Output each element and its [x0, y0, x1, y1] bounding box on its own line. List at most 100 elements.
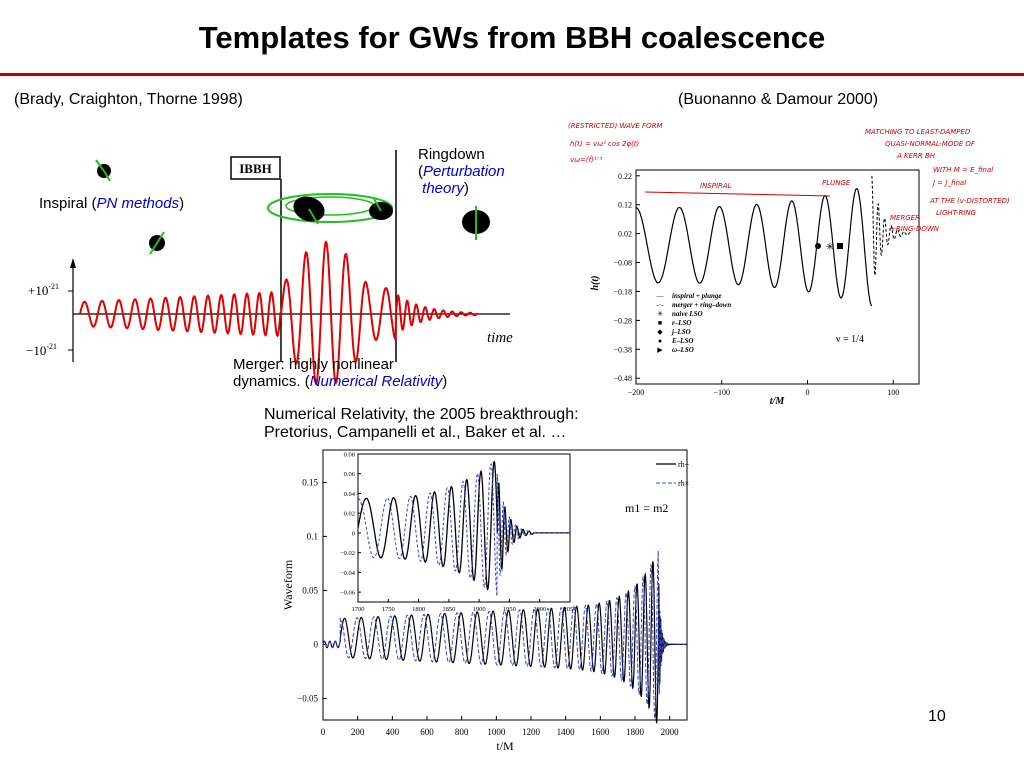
svg-text:MATCHING TO LEAST-DAMPED: MATCHING TO LEAST-DAMPED — [865, 128, 971, 136]
nr-x-tick-label: 600 — [420, 727, 434, 737]
mass-ratio-annotation: m1 = m2 — [625, 501, 668, 515]
svg-text:QUASI-NORMAL-MODE OF: QUASI-NORMAL-MODE OF — [885, 140, 976, 148]
x-axis-label: time — [487, 330, 513, 346]
eob-x-tick-label: 0 — [806, 388, 810, 397]
series-rh-cross — [322, 550, 688, 719]
nr-breakthrough-text: Numerical Relativity, the 2005 breakthro… — [264, 406, 579, 441]
eob-y-tick-label: −0.28 — [613, 316, 632, 325]
y-axis-arrow — [70, 258, 76, 268]
eob-legend-label: j–LSO — [671, 328, 691, 336]
inset-x-tick-label: 1900 — [473, 606, 486, 613]
inset-x-ticks: 1700 1750 1800 1850 1900 1950 2000 2050 — [352, 599, 577, 613]
eob-y-tick-label: 0.22 — [618, 172, 632, 181]
lso-marker-e — [815, 243, 821, 249]
merger-label: Merger: highly nonlinear dynamics. (Nume… — [233, 356, 448, 390]
svg-text:PLUNGE: PLUNGE — [822, 179, 851, 187]
left-citation: (Brady, Craighton, Thorne 1998) — [14, 91, 243, 108]
black-hole-ringdown — [462, 206, 490, 240]
legend-label-rh-cross: rh× — [678, 479, 689, 488]
nr-y-ticks: −0.05 0 0.05 0.1 0.15 — [297, 477, 327, 703]
nr-x-tick-label: 400 — [386, 727, 400, 737]
eob-legend-label: E–LSO — [671, 337, 693, 345]
title-divider — [0, 73, 1024, 76]
black-hole-merger-pair — [267, 193, 393, 225]
eob-waveform-figure: 0.22 0.12 0.02 −0.08 −0.18 −0.28 −0.38 −0.48 −2… — [568, 122, 1010, 407]
bbh-schematic-figure: IBBH +10-21 −10-21 time — [26, 150, 513, 386]
eob-y-tick-label: 0.12 — [618, 201, 632, 210]
ibbh-label: IBBH — [239, 161, 272, 176]
legend-label-rh-plus: rh+ — [678, 460, 690, 469]
inset-y-ticks: 0.08 0.06 0.04 0.02 0 −0.02 −0.04 −0.06 — [340, 452, 361, 597]
eob-y-tick-label: −0.38 — [613, 345, 632, 354]
svg-text:AT THE (v-DISTORTED): AT THE (v-DISTORTED) — [929, 197, 1010, 205]
ringdown-label: Ringdown (Perturbation theory) — [418, 146, 505, 197]
svg-text:(RESTRICTED) WAVE FORM: (RESTRICTED) WAVE FORM — [568, 122, 663, 130]
nr-ylabel: Waveform — [281, 559, 295, 610]
nr-x-tick-label: 0 — [321, 727, 326, 737]
eob-legend-swatch: ▶ — [657, 346, 663, 354]
eob-legend-swatch: -·- — [657, 301, 665, 309]
lso-marker-naive: ✳ — [826, 242, 834, 253]
inset-x-tick-label: 1950 — [503, 606, 516, 613]
eob-legend-swatch: ● — [658, 337, 662, 345]
eob-legend-swatch: — — [656, 292, 665, 300]
inset-x-tick-label: 2000 — [533, 606, 546, 613]
nr-y-tick-label: 0 — [314, 639, 319, 649]
nr-xlabel: t/M — [496, 739, 514, 753]
eob-legend-swatch: ✳ — [657, 310, 663, 318]
eob-x-tick-label: −100 — [713, 388, 730, 397]
svg-text:MERGER: MERGER — [890, 214, 920, 222]
ibbh-box — [230, 156, 281, 180]
inset-y-tick-label: 0.08 — [344, 452, 355, 459]
inset-y-tick-label: 0.06 — [344, 471, 356, 478]
gw-waveform-curve — [79, 239, 479, 386]
inset-y-tick-label: 0 — [352, 530, 355, 537]
inset-y-tick-label: −0.04 — [340, 570, 356, 577]
eob-ylabel: h(t) — [590, 276, 601, 291]
eob-legend-label: r–LSO — [672, 319, 691, 327]
eob-legend-label: inspiral + plunge — [672, 292, 722, 300]
inspiral-label: Inspiral (PN methods) — [39, 195, 185, 212]
eob-legend: — inspiral + plunge -·- merger + ring–down ✳… — [656, 292, 732, 354]
inset-frame — [357, 453, 571, 603]
nr-x-ticks: 0 200 400 600 800 1000 1200 1400 1600 1800 2000 — [321, 716, 679, 737]
inset-y-tick-label: 0.02 — [344, 511, 355, 518]
inset-y-tick-label: −0.02 — [340, 550, 355, 557]
nr-plot-frame — [322, 449, 688, 721]
y-tick-top: +10-21 — [28, 282, 59, 298]
eob-legend-label: naive LSO — [672, 310, 703, 318]
eob-nu-label: ν = 1/4 — [836, 334, 864, 345]
svg-text:vω=(ḟ)¹ᐟ³: vω=(ḟ)¹ᐟ³ — [570, 155, 603, 164]
svg-text:h(t) = vω² cos 2φ(t): h(t) = vω² cos 2φ(t) — [570, 140, 640, 148]
eob-x-tick-label: 100 — [887, 388, 899, 397]
svg-text:LIGHT-RING: LIGHT-RING — [936, 209, 977, 217]
lso-marker-r — [837, 243, 843, 249]
nr-y-tick-label: 0.05 — [302, 585, 318, 595]
black-hole-inspiral-2 — [149, 231, 165, 255]
svg-text:J = J_final: J = J_final — [931, 179, 966, 187]
nr-x-tick-label: 1400 — [557, 727, 576, 737]
nr-legend: rh+ rh× — [656, 460, 690, 488]
svg-text:+RING-DOWN: +RING-DOWN — [890, 225, 940, 233]
eob-y-tick-label: −0.08 — [613, 259, 632, 268]
page-number: 10 — [928, 708, 946, 725]
nr-x-tick-label: 1600 — [591, 727, 610, 737]
nr-x-tick-label: 200 — [351, 727, 365, 737]
inset-x-tick-label: 1700 — [352, 606, 365, 613]
svg-text:WITH M = E_final: WITH M = E_final — [933, 166, 993, 174]
nr-x-tick-label: 1200 — [522, 727, 541, 737]
eob-y-tick-label: −0.18 — [613, 287, 632, 296]
svg-text:INSPIRAL: INSPIRAL — [700, 182, 732, 190]
eob-plot-frame — [635, 169, 920, 385]
eob-xlabel: t/M — [770, 396, 786, 407]
eob-legend-label: ω–LSO — [672, 346, 694, 354]
eob-y-tick-label: 0.02 — [618, 230, 632, 239]
inset-x-tick-label: 1850 — [442, 606, 455, 613]
y-tick-bottom: −10-21 — [26, 342, 57, 358]
nr-y-tick-label: 0.1 — [307, 531, 318, 541]
nr-x-tick-label: 2000 — [661, 727, 680, 737]
inset-x-tick-label: 2050 — [564, 606, 577, 613]
eob-y-tick-label: −0.48 — [613, 374, 632, 383]
nr-waveform-chart: 0 200 400 600 800 1000 1200 1400 1600 1800 2000 −0… — [281, 449, 690, 753]
eob-legend-swatch: ■ — [658, 319, 662, 327]
